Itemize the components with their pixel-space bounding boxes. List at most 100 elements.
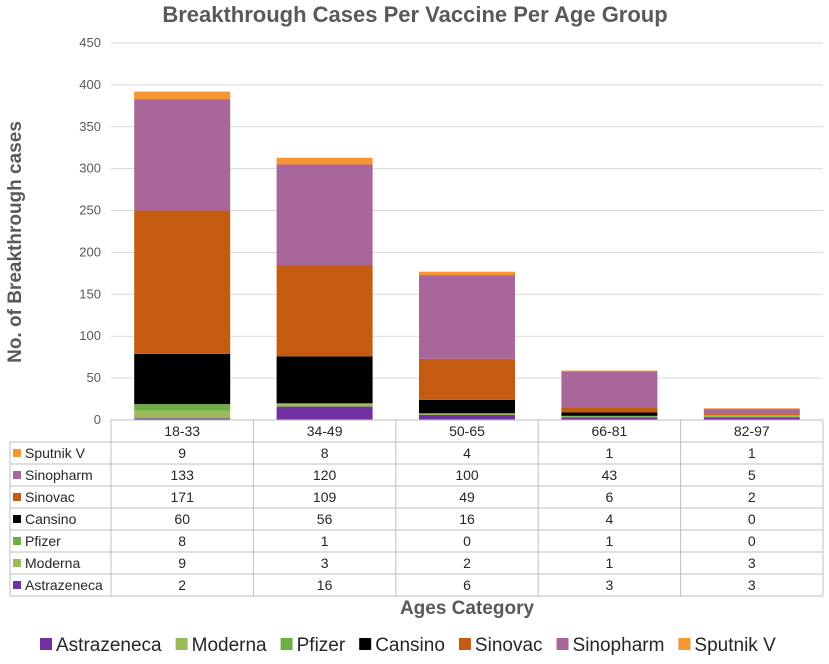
y-tick-label-350: 350 (79, 119, 101, 134)
legend-swatch-moderna (175, 638, 188, 650)
data-label-cansino-18-33: 60 (174, 511, 190, 527)
data-label-sinopharm-34-49: 120 (313, 467, 337, 483)
table-row-label-astrazeneca: Astrazeneca (25, 577, 103, 593)
data-label-sputnik-v-66-81: 1 (606, 445, 614, 461)
table-swatch-moderna (13, 559, 21, 567)
x-axis-label: Ages Category (400, 598, 535, 619)
data-label-astrazeneca-82-97: 3 (748, 577, 756, 593)
data-label-sinovac-82-97: 2 (748, 489, 756, 505)
y-tick-label-300: 300 (79, 161, 101, 176)
table-row-label-cansino: Cansino (25, 511, 77, 527)
table-row-label-pfizer: Pfizer (25, 533, 61, 549)
data-label-sputnik-v-50-65: 4 (463, 445, 471, 461)
data-label-pfizer-82-97: 0 (748, 533, 756, 549)
y-tick-label-0: 0 (94, 412, 101, 427)
bar-moderna-66-81 (561, 416, 658, 418)
data-label-moderna-66-81: 1 (606, 555, 614, 571)
bar-sputnik-v-18-33 (134, 91, 231, 100)
data-label-cansino-82-97: 0 (748, 511, 756, 527)
y-tick-label-250: 250 (79, 203, 101, 218)
legend: Astrazeneca Moderna Pfizer Cansino Sinovac Si… (40, 635, 776, 656)
y-tick-label-450: 450 (79, 35, 101, 50)
bar-sputnik-v-66-81 (561, 370, 658, 372)
legend-swatch-pfizer (280, 638, 293, 650)
category-label-82-97: 82-97 (734, 423, 770, 439)
legend-swatch-astrazeneca (40, 638, 52, 650)
table-swatch-cansino (13, 515, 21, 523)
table-row-label-moderna: Moderna (25, 555, 80, 571)
table-swatch-pfizer (13, 537, 21, 545)
y-axis-label: No. of Breakthrough cases (5, 121, 26, 363)
bar-pfizer-34-49 (276, 403, 373, 405)
data-label-sinovac-34-49: 109 (313, 489, 337, 505)
bar-cansino-66-81 (561, 412, 658, 416)
data-label-sputnik-v-34-49: 8 (321, 445, 329, 461)
data-label-sinovac-50-65: 49 (459, 489, 475, 505)
data-label-sinopharm-66-81: 43 (602, 467, 618, 483)
bar-sinovac-34-49 (276, 265, 373, 357)
data-label-cansino-66-81: 4 (606, 511, 614, 527)
data-label-sinopharm-18-33: 133 (171, 467, 195, 483)
category-label-66-81: 66-81 (591, 423, 627, 439)
data-label-pfizer-18-33: 8 (178, 533, 186, 549)
data-label-moderna-18-33: 9 (178, 555, 186, 571)
bar-astrazeneca-82-97 (703, 417, 800, 420)
data-label-sinopharm-50-65: 100 (455, 467, 479, 483)
y-tick-label-200: 200 (79, 244, 101, 259)
bar-astrazeneca-50-65 (419, 414, 515, 420)
data-label-moderna-34-49: 3 (321, 555, 329, 571)
table-swatch-sinopharm (13, 471, 21, 479)
legend-label-astrazeneca: Astrazeneca (56, 635, 162, 656)
legend-label-sputnik-v: Sputnik V (694, 635, 776, 656)
table-swatch-sinovac (13, 493, 21, 501)
y-tick-label-100: 100 (79, 328, 101, 343)
bar-sinovac-18-33 (134, 210, 231, 354)
data-label-astrazeneca-50-65: 6 (463, 577, 471, 593)
table-row-label-sputnik-v: Sputnik V (25, 445, 86, 461)
bar-sinopharm-34-49 (276, 164, 373, 266)
table-row-label-sinopharm: Sinopharm (25, 467, 93, 483)
y-axis-ticks: 0 50 100 150 200 250 300 350 400 450 (79, 35, 101, 427)
legend-label-cansino: Cansino (375, 635, 445, 656)
data-label-astrazeneca-66-81: 3 (606, 577, 614, 593)
data-label-moderna-82-97: 3 (748, 555, 756, 571)
category-label-18-33: 18-33 (164, 423, 200, 439)
table-swatch-sputnik-v (13, 449, 21, 457)
bar-sinopharm-66-81 (561, 371, 658, 408)
y-tick-label-50: 50 (87, 370, 101, 385)
data-label-astrazeneca-18-33: 2 (178, 577, 186, 593)
chart-title: Breakthrough Cases Per Vaccine Per Age G… (162, 2, 667, 27)
bar-sputnik-v-34-49 (276, 157, 373, 165)
data-label-sinopharm-82-97: 5 (748, 467, 756, 483)
bars (134, 91, 800, 420)
bar-moderna-18-33 (134, 410, 231, 419)
table-swatch-astrazeneca (13, 581, 21, 589)
legend-label-sinovac: Sinovac (475, 635, 543, 656)
legend-swatch-cansino (359, 638, 372, 650)
data-label-moderna-50-65: 2 (463, 555, 471, 571)
bar-sinopharm-50-65 (419, 275, 515, 359)
data-label-sinovac-66-81: 6 (606, 489, 614, 505)
category-label-34-49: 34-49 (307, 423, 343, 439)
bar-cansino-34-49 (276, 356, 373, 404)
bar-sinopharm-82-97 (703, 409, 800, 414)
bar-sinovac-82-97 (703, 413, 800, 415)
data-label-astrazeneca-34-49: 16 (317, 577, 333, 593)
bar-pfizer-66-81 (561, 415, 658, 417)
bar-moderna-50-65 (419, 413, 515, 415)
table-row-label-sinovac: Sinovac (25, 489, 75, 505)
bar-moderna-34-49 (276, 404, 373, 407)
bar-moderna-82-97 (703, 414, 800, 418)
data-label-pfizer-50-65: 0 (463, 533, 471, 549)
bar-sputnik-v-82-97 (703, 408, 800, 410)
bar-sinovac-50-65 (419, 358, 515, 400)
legend-swatch-sinopharm (556, 638, 569, 650)
bar-cansino-50-65 (419, 399, 515, 414)
legend-label-pfizer: Pfizer (297, 635, 346, 656)
data-label-pfizer-34-49: 1 (321, 533, 329, 549)
bar-pfizer-18-33 (134, 404, 231, 411)
bar-astrazeneca-18-33 (134, 418, 231, 420)
data-table: 18-33 34-49 50-65 66-81 82-97 Sputnik V 9 8 4 1 1 S… (9, 419, 824, 597)
y-tick-label-150: 150 (79, 286, 101, 301)
